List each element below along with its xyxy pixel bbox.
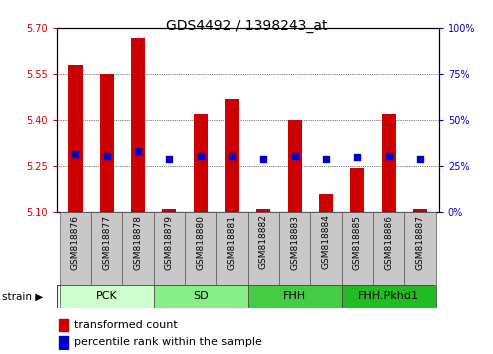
Bar bbox=[162, 209, 176, 212]
Bar bbox=[69, 65, 82, 212]
Bar bbox=[373, 212, 404, 285]
Text: percentile rank within the sample: percentile rank within the sample bbox=[74, 337, 262, 347]
Bar bbox=[311, 212, 342, 285]
Bar bbox=[382, 114, 396, 212]
Bar bbox=[287, 120, 302, 212]
Bar bbox=[91, 212, 122, 285]
Point bbox=[134, 148, 142, 154]
Text: GSM818886: GSM818886 bbox=[384, 215, 393, 270]
Bar bbox=[319, 194, 333, 212]
Bar bbox=[279, 212, 311, 285]
Point bbox=[228, 153, 236, 159]
Bar bbox=[154, 212, 185, 285]
Bar bbox=[154, 285, 248, 308]
Point bbox=[416, 156, 424, 161]
Text: SD: SD bbox=[193, 291, 209, 302]
Bar bbox=[225, 99, 239, 212]
Bar bbox=[59, 336, 68, 349]
Bar bbox=[194, 114, 208, 212]
Text: FHH: FHH bbox=[283, 291, 306, 302]
Bar bbox=[351, 168, 364, 212]
Bar bbox=[60, 212, 91, 285]
Text: GSM818883: GSM818883 bbox=[290, 215, 299, 270]
Point bbox=[103, 153, 111, 159]
Text: PCK: PCK bbox=[96, 291, 118, 302]
Bar bbox=[342, 212, 373, 285]
Bar bbox=[131, 38, 145, 212]
Bar bbox=[185, 212, 216, 285]
Bar bbox=[248, 212, 279, 285]
Text: GSM818884: GSM818884 bbox=[321, 215, 330, 269]
Text: GSM818881: GSM818881 bbox=[228, 215, 237, 270]
Text: GSM818877: GSM818877 bbox=[103, 215, 111, 270]
Text: FHH.Pkhd1: FHH.Pkhd1 bbox=[358, 291, 419, 302]
Text: GSM818882: GSM818882 bbox=[259, 215, 268, 269]
Text: GSM818880: GSM818880 bbox=[196, 215, 205, 270]
Bar bbox=[59, 319, 68, 331]
Text: GSM818876: GSM818876 bbox=[71, 215, 80, 270]
Text: GSM818879: GSM818879 bbox=[165, 215, 174, 270]
Point bbox=[259, 156, 267, 161]
Bar bbox=[60, 285, 154, 308]
Text: strain ▶: strain ▶ bbox=[2, 291, 44, 302]
Text: GDS4492 / 1398243_at: GDS4492 / 1398243_at bbox=[166, 19, 327, 34]
Point bbox=[166, 156, 174, 161]
Point bbox=[71, 151, 79, 157]
Bar bbox=[256, 209, 271, 212]
Bar bbox=[413, 209, 427, 212]
Bar bbox=[404, 212, 436, 285]
Text: GSM818885: GSM818885 bbox=[353, 215, 362, 270]
Point bbox=[291, 153, 299, 159]
Bar bbox=[248, 285, 342, 308]
Point bbox=[353, 154, 361, 160]
Bar bbox=[122, 212, 154, 285]
Point bbox=[322, 156, 330, 161]
Point bbox=[385, 153, 392, 159]
Text: GSM818878: GSM818878 bbox=[134, 215, 142, 270]
Point bbox=[197, 153, 205, 159]
Bar bbox=[342, 285, 436, 308]
Bar bbox=[100, 74, 114, 212]
Text: GSM818887: GSM818887 bbox=[416, 215, 424, 270]
Bar bbox=[216, 212, 248, 285]
Text: transformed count: transformed count bbox=[74, 320, 177, 330]
